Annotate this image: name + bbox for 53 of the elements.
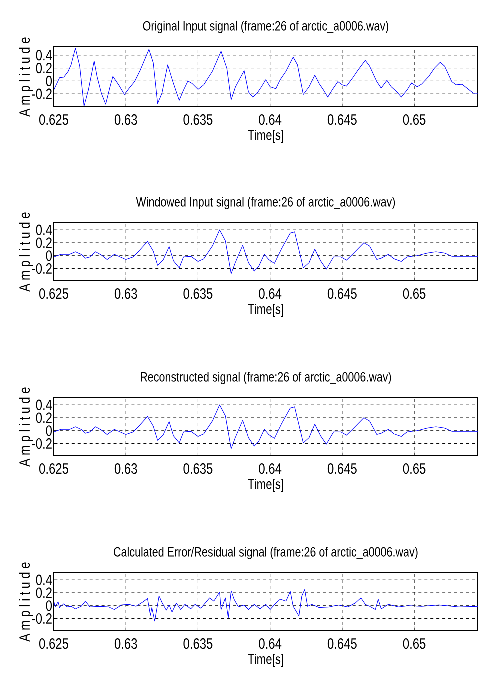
x-tick-label: 0.625 xyxy=(40,464,68,474)
x-tick-label: 0.645 xyxy=(328,114,357,126)
y-tick-label: 0 xyxy=(46,76,52,86)
x-axis-title: Time[s] xyxy=(248,304,284,317)
x-tick-label: 0.635 xyxy=(184,464,213,474)
x-tick-label: 0.635 xyxy=(184,638,213,650)
y-tick-label: 0.2 xyxy=(36,412,52,424)
x-tick-label: 0.625 xyxy=(40,288,68,300)
x-tick-label: 0.64 xyxy=(259,114,282,126)
y-tick-label: 0.2 xyxy=(36,63,52,74)
x-tick-label: 0.625 xyxy=(40,114,68,126)
chart-title: Reconstructed signal (frame:26 of arctic_a0006.wav) xyxy=(141,372,392,385)
x-tick-label: 0.65 xyxy=(403,464,426,474)
x-tick-label: 0.645 xyxy=(328,464,357,474)
y-axis-title: A m p l i t u d e xyxy=(19,562,34,642)
x-tick-label: 0.63 xyxy=(114,288,138,300)
y-axis-title: A m p l i t u d e xyxy=(19,212,34,292)
x-tick-label: 0.625 xyxy=(40,638,68,650)
y-tick-label: 0 xyxy=(46,250,52,262)
x-tick-label: 0.64 xyxy=(259,288,282,300)
y-tick-label: -0.2 xyxy=(32,613,52,624)
y-tick-label: 0.4 xyxy=(36,574,52,586)
x-tick-label: 0.63 xyxy=(114,114,138,126)
y-axis-title: A m p l i t u d e xyxy=(19,38,34,117)
chart-title: Calculated Error/Residual signal (frame:26 of arctic_a0006.wav) xyxy=(114,546,418,560)
y-tick-label: -0.2 xyxy=(32,438,52,450)
x-tick-label: 0.65 xyxy=(403,288,426,300)
chart-title: Original Input signal (frame:26 of arctic_a0006.wav) xyxy=(143,20,389,34)
y-tick-label: 0.4 xyxy=(36,224,52,236)
y-tick-label: 0.2 xyxy=(36,238,52,248)
y-tick-label: 0 xyxy=(46,426,52,436)
x-tick-label: 0.635 xyxy=(184,114,213,126)
x-axis-title: Time[s] xyxy=(248,478,284,492)
x-tick-label: 0.635 xyxy=(184,288,213,300)
x-tick-label: 0.65 xyxy=(403,114,426,126)
y-tick-label: 0.4 xyxy=(36,400,52,410)
x-axis-title: Time[s] xyxy=(248,654,284,667)
y-tick-label: 0.4 xyxy=(36,50,52,61)
x-axis-title: Time[s] xyxy=(248,130,284,143)
y-tick-label: -0.2 xyxy=(32,263,52,274)
y-tick-label: -0.2 xyxy=(32,88,52,100)
x-tick-label: 0.63 xyxy=(114,464,138,474)
chart-title: Windowed Input signal (frame:26 of arctic_a0006.wav) xyxy=(136,196,396,210)
x-tick-label: 0.64 xyxy=(259,638,282,650)
x-tick-label: 0.645 xyxy=(328,638,357,650)
y-tick-label: 0.2 xyxy=(36,588,52,598)
y-axis-title: A m p l i t u d e xyxy=(19,388,34,467)
line-series xyxy=(54,589,478,622)
x-tick-label: 0.645 xyxy=(328,288,357,300)
y-tick-label: 0 xyxy=(46,600,52,612)
x-tick-label: 0.63 xyxy=(114,638,138,650)
x-tick-label: 0.65 xyxy=(403,638,426,650)
x-tick-label: 0.64 xyxy=(259,464,282,474)
